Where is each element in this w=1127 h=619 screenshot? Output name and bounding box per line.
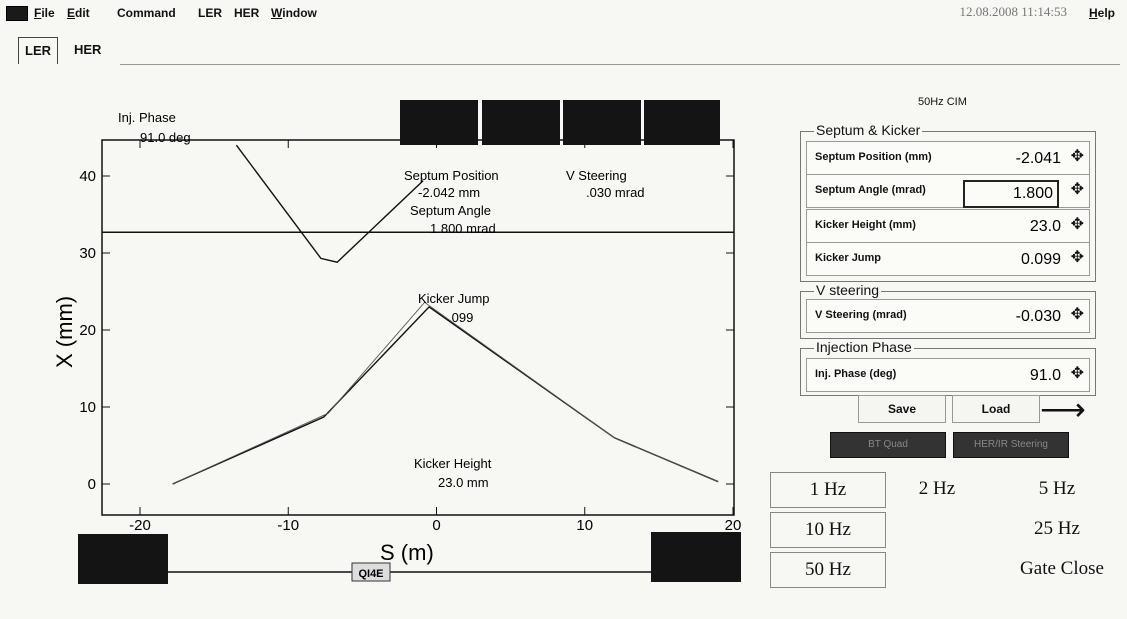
qi4e-magnet bbox=[351, 562, 391, 582]
injection-trajectory bbox=[235, 144, 424, 263]
right-magnet-block bbox=[651, 532, 741, 582]
septum-angle-row: Septum Angle (mrad) ✥ bbox=[806, 174, 1090, 208]
y-tick-label: 0 bbox=[88, 476, 96, 493]
arrow-right-icon: ⟶ bbox=[1040, 391, 1086, 427]
injection-phase-group bbox=[800, 348, 1096, 396]
kicker-jump-label: Kicker Jump bbox=[815, 252, 882, 264]
menu-window[interactable]: Window bbox=[271, 6, 317, 20]
menu-command[interactable]: Command bbox=[117, 6, 176, 20]
menu-ler[interactable]: LER bbox=[198, 6, 222, 20]
top-block-4 bbox=[644, 100, 720, 145]
menu-file[interactable]: File bbox=[34, 6, 55, 20]
orbit-plot: -20 -10 0 10 20 0 10 20 30 40 Inj. Phase… bbox=[52, 100, 741, 584]
orbit-line-secondary bbox=[172, 301, 719, 485]
kicker-jump-row: Kicker Jump ✥ bbox=[806, 242, 1090, 276]
x-tick-label: -20 bbox=[129, 517, 151, 534]
spin-arrows-icon[interactable]: ✥ bbox=[1070, 249, 1084, 266]
left-magnet-block bbox=[78, 534, 168, 584]
inj-phase-row: Inj. Phase (deg) ✥ bbox=[806, 358, 1090, 392]
save-button[interactable]: Save bbox=[858, 395, 946, 423]
qi4e-label: QI4E bbox=[358, 568, 383, 580]
annotation-inj-phase: Inj. Phase bbox=[118, 110, 176, 125]
menu-help[interactable]: Help bbox=[1088, 6, 1115, 20]
annotation-septum-position-value: -2.042 mm bbox=[418, 185, 480, 200]
tab-divider bbox=[120, 64, 1120, 65]
septum-angle-label: Septum Angle (mrad) bbox=[815, 184, 926, 196]
v-steering-row: V Steering (mrad) ✥ bbox=[806, 299, 1090, 333]
y-tick-label: 10 bbox=[79, 399, 96, 416]
v-steering-group bbox=[800, 291, 1096, 339]
app-icon[interactable] bbox=[6, 6, 28, 21]
annotation-kicker-jump-value: .099 bbox=[448, 310, 473, 325]
injection-phase-group-title: Injection Phase bbox=[814, 339, 914, 355]
spin-arrows-icon[interactable]: ✥ bbox=[1070, 306, 1084, 323]
annotation-septum-angle: Septum Angle bbox=[410, 203, 491, 218]
rate-1hz-button[interactable]: 1 Hz bbox=[770, 472, 886, 508]
septum-angle-input[interactable] bbox=[963, 180, 1059, 208]
menu-bar: File Edit Command LER HER Window 12.08.2… bbox=[0, 0, 1127, 26]
annotation-kicker-height-value: 23.0 mm bbox=[438, 475, 489, 490]
her-ir-steering-button[interactable]: HER/IR Steering bbox=[953, 432, 1069, 458]
y-tick-label: 30 bbox=[79, 245, 96, 262]
y-tick-label: 40 bbox=[79, 168, 96, 185]
rate-2hz-button[interactable]: 2 Hz bbox=[918, 478, 956, 499]
spin-arrows-icon[interactable]: ✥ bbox=[1070, 148, 1084, 165]
kicker-jump-input[interactable] bbox=[955, 248, 1063, 272]
annotation-kicker-jump: Kicker Jump bbox=[418, 291, 490, 306]
rate-50hz-button[interactable]: 50 Hz bbox=[770, 552, 886, 588]
spin-arrows-icon[interactable]: ✥ bbox=[1070, 181, 1084, 198]
inj-phase-label: Inj. Phase (deg) bbox=[815, 368, 897, 380]
menu-her[interactable]: HER bbox=[234, 6, 260, 20]
load-button[interactable]: Load bbox=[952, 395, 1040, 423]
rate-10hz-button[interactable]: 10 Hz bbox=[770, 512, 886, 548]
tab-ler[interactable]: LER bbox=[18, 37, 58, 64]
v-steering-group-title: V steering bbox=[814, 282, 882, 298]
top-block-3 bbox=[563, 100, 641, 145]
bt-quad-button[interactable]: BT Quad bbox=[830, 432, 946, 458]
spin-arrows-icon[interactable]: ✥ bbox=[1070, 365, 1084, 382]
gate-close-button[interactable]: Gate Close bbox=[1020, 558, 1104, 579]
y-axis-label: X (mm) bbox=[52, 296, 77, 368]
kicker-height-row: Kicker Height (mm) ✥ bbox=[806, 209, 1090, 243]
axis-ticks bbox=[102, 140, 734, 515]
x-tick-labels: -20 -10 0 10 20 bbox=[129, 517, 741, 534]
rate-25hz-button[interactable]: 25 Hz bbox=[1034, 518, 1080, 539]
annotation-kicker-height: Kicker Height bbox=[414, 456, 492, 471]
rate-5hz-button[interactable]: 5 Hz bbox=[1038, 478, 1076, 499]
menu-edit[interactable]: Edit bbox=[67, 6, 90, 20]
annotation-inj-phase-value: 91.0 deg bbox=[140, 130, 191, 145]
datetime-display: 12.08.2008 11:14:53 bbox=[959, 4, 1068, 19]
x-tick-label: 20 bbox=[725, 517, 742, 534]
panel-title: 50Hz CIM bbox=[918, 96, 967, 108]
septum-kicker-group-title: Septum & Kicker bbox=[814, 122, 923, 138]
inj-phase-input[interactable] bbox=[955, 364, 1063, 388]
v-steering-label: V Steering (mrad) bbox=[815, 309, 907, 321]
septum-position-row: Septum Position (mm) ✥ bbox=[806, 141, 1090, 175]
x-tick-label: 0 bbox=[432, 517, 440, 534]
y-tick-labels: 0 10 20 30 40 bbox=[79, 168, 96, 493]
x-tick-label: -10 bbox=[277, 517, 299, 534]
annotation-septum-angle-value: 1.800 mrad bbox=[430, 221, 496, 236]
y-tick-label: 20 bbox=[79, 322, 96, 339]
top-block-1 bbox=[400, 100, 478, 145]
v-steering-input[interactable] bbox=[955, 305, 1063, 329]
tab-her[interactable]: HER bbox=[74, 42, 102, 57]
annotation-septum-position: Septum Position bbox=[404, 168, 499, 183]
kicker-height-input[interactable] bbox=[955, 215, 1063, 239]
x-tick-label: 10 bbox=[576, 517, 593, 534]
septum-position-input[interactable] bbox=[955, 147, 1063, 171]
x-axis-label: S (m) bbox=[380, 540, 434, 565]
septum-position-label: Septum Position (mm) bbox=[815, 151, 932, 163]
top-block-2 bbox=[482, 100, 560, 145]
kicker-height-label: Kicker Height (mm) bbox=[815, 219, 916, 231]
spin-arrows-icon[interactable]: ✥ bbox=[1070, 216, 1084, 233]
annotation-v-steering-value: .030 mrad bbox=[586, 185, 645, 200]
septum-kicker-group bbox=[800, 131, 1096, 282]
annotation-v-steering: V Steering bbox=[566, 168, 627, 183]
